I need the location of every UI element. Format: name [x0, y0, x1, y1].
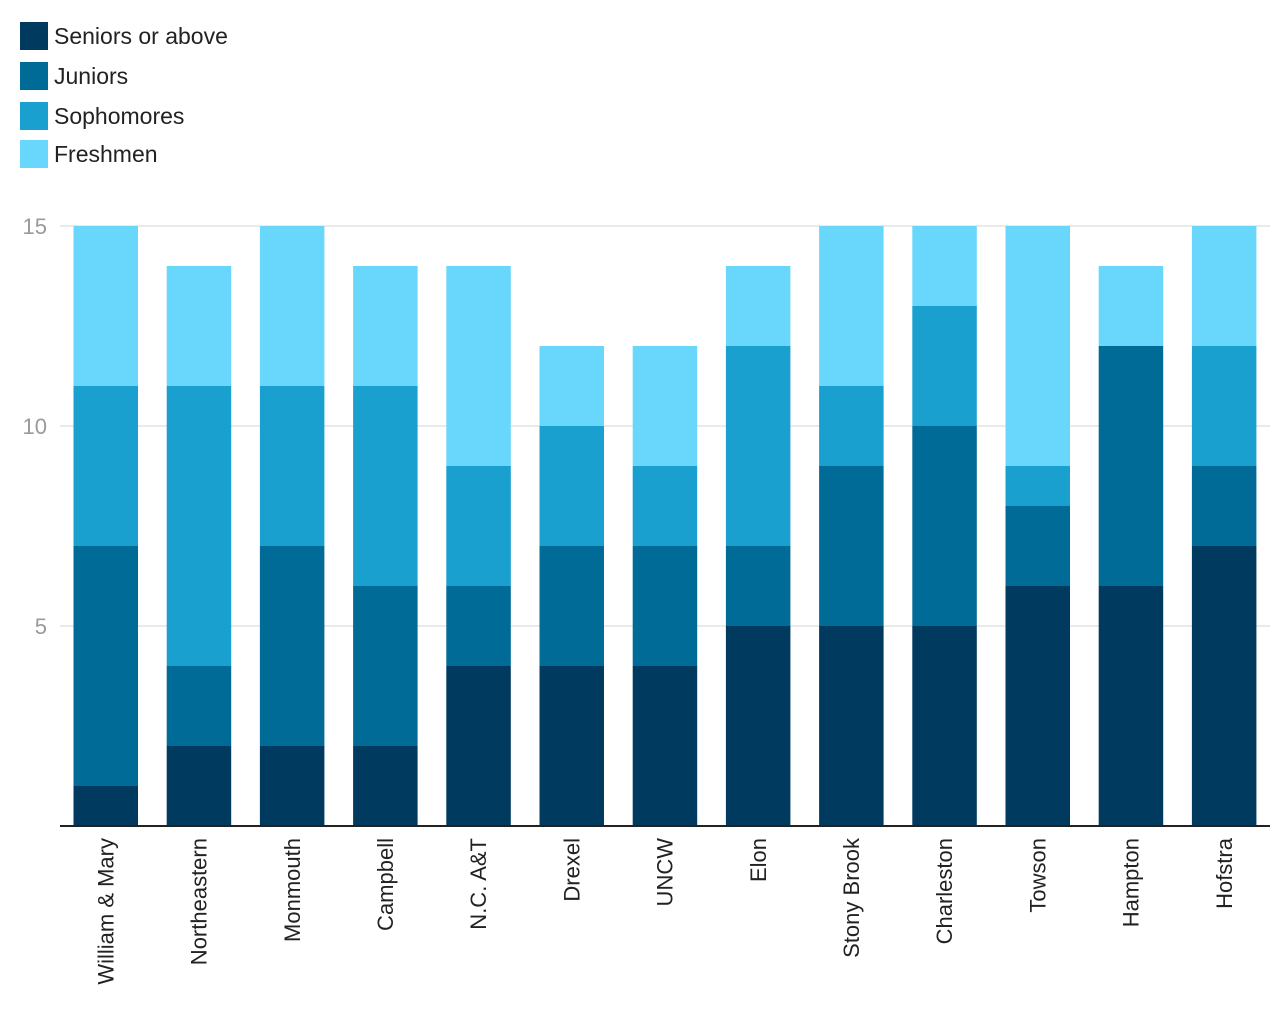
bar-stack-uncw: [632, 346, 698, 826]
legend-swatch-seniors-or-above: [20, 22, 48, 50]
bar-n-c-a-t-sophomores: [446, 466, 511, 586]
bar-campbell-sophomores: [353, 386, 418, 586]
legend-label-seniors-or-above: Seniors or above: [54, 23, 228, 49]
bar-uncw-sophomores: [632, 466, 698, 546]
legend-label-freshmen: Freshmen: [54, 141, 158, 167]
bar-monmouth-juniors: [259, 546, 325, 746]
bar-campbell-juniors: [353, 586, 418, 746]
x-tick-label-drexel: Drexel: [559, 838, 584, 902]
bar-drexel-sophomores: [539, 426, 604, 546]
bar-hampton-seniors-or-above: [1098, 586, 1164, 826]
x-tick-label-elon: Elon: [746, 838, 771, 882]
bar-hampton-freshmen: [1098, 266, 1164, 346]
x-tick-label-campbell: Campbell: [373, 838, 398, 931]
bar-monmouth-seniors-or-above: [259, 746, 325, 826]
bar-william-mary-sophomores: [73, 386, 138, 546]
bar-elon-juniors: [725, 546, 791, 626]
bar-hofstra-seniors-or-above: [1191, 546, 1257, 826]
bar-stack-monmouth: [259, 226, 325, 826]
bar-northeastern-sophomores: [166, 386, 232, 666]
bar-charleston-freshmen: [912, 226, 977, 306]
bar-n-c-a-t-seniors-or-above: [446, 666, 511, 826]
bar-uncw-seniors-or-above: [632, 666, 698, 826]
bar-n-c-a-t-freshmen: [446, 266, 511, 466]
x-tick-labels: William & Mary Northeastern Monmouth Campbe…: [93, 837, 1236, 985]
bar-charleston-juniors: [912, 426, 977, 626]
bar-charleston-sophomores: [912, 306, 977, 426]
x-tick-label-northeastern: Northeastern: [187, 838, 212, 965]
bar-stack-hampton: [1098, 266, 1164, 826]
bar-northeastern-freshmen: [166, 266, 232, 386]
bar-drexel-juniors: [539, 546, 604, 666]
bar-stack-hofstra: [1191, 226, 1257, 826]
bar-northeastern-juniors: [166, 666, 232, 746]
bars: [73, 226, 1257, 826]
x-tick-label-stony-brook: Stony Brook: [839, 837, 864, 958]
legend-label-juniors: Juniors: [54, 63, 128, 89]
bar-hampton-juniors: [1098, 346, 1164, 586]
bar-northeastern-seniors-or-above: [166, 746, 232, 826]
bar-stack-william-mary: [73, 226, 138, 826]
x-tick-label-towson: Towson: [1025, 838, 1050, 913]
bar-elon-seniors-or-above: [725, 626, 791, 826]
y-tick-label-10: 10: [23, 414, 47, 439]
legend-item-seniors-or-above: Seniors or above: [20, 22, 228, 50]
legend-label-sophomores: Sophomores: [54, 103, 184, 129]
bar-william-mary-freshmen: [73, 226, 138, 386]
legend-item-sophomores: Sophomores: [20, 102, 184, 130]
legend-swatch-sophomores: [20, 102, 48, 130]
bar-uncw-freshmen: [632, 346, 698, 466]
bar-campbell-seniors-or-above: [353, 746, 418, 826]
bar-william-mary-seniors-or-above: [73, 786, 138, 826]
bar-drexel-freshmen: [539, 346, 604, 426]
legend: Seniors or above Juniors Sophomores Freshme…: [20, 22, 228, 168]
bar-elon-sophomores: [725, 346, 791, 546]
bar-hofstra-sophomores: [1191, 346, 1257, 466]
bar-charleston-seniors-or-above: [912, 626, 977, 826]
legend-swatch-juniors: [20, 62, 48, 90]
bar-stony-brook-juniors: [819, 466, 884, 626]
bar-stony-brook-seniors-or-above: [819, 626, 884, 826]
bar-hofstra-juniors: [1191, 466, 1257, 546]
bar-stack-campbell: [353, 266, 418, 826]
legend-item-freshmen: Freshmen: [20, 140, 158, 168]
bar-stack-stony-brook: [819, 226, 884, 826]
bar-stack-northeastern: [166, 266, 232, 826]
x-tick-label-charleston: Charleston: [932, 838, 957, 944]
bar-towson-juniors: [1005, 506, 1070, 586]
bar-monmouth-freshmen: [259, 226, 325, 386]
bar-stack-towson: [1005, 226, 1070, 826]
bar-towson-sophomores: [1005, 466, 1070, 506]
bar-drexel-seniors-or-above: [539, 666, 604, 826]
bar-towson-freshmen: [1005, 226, 1070, 466]
bar-monmouth-sophomores: [259, 386, 325, 546]
bar-uncw-juniors: [632, 546, 698, 666]
legend-swatch-freshmen: [20, 140, 48, 168]
y-tick-label-15: 15: [23, 214, 47, 239]
x-tick-label-uncw: UNCW: [653, 838, 678, 907]
bar-towson-seniors-or-above: [1005, 586, 1070, 826]
bar-stack-drexel: [539, 346, 604, 826]
bar-stack-charleston: [912, 226, 977, 826]
bar-elon-freshmen: [725, 266, 791, 346]
bar-stack-elon: [725, 266, 791, 826]
x-tick-label-n-c-a-t: N.C. A&T: [466, 838, 491, 930]
x-tick-label-hofstra: Hofstra: [1212, 837, 1237, 909]
x-tick-label-william-mary: William & Mary: [93, 838, 118, 985]
x-tick-label-monmouth: Monmouth: [280, 838, 305, 942]
bar-n-c-a-t-juniors: [446, 586, 511, 666]
bar-hofstra-freshmen: [1191, 226, 1257, 346]
bar-stony-brook-freshmen: [819, 226, 884, 386]
bar-stony-brook-sophomores: [819, 386, 884, 466]
legend-item-juniors: Juniors: [20, 62, 128, 90]
y-tick-label-5: 5: [35, 614, 47, 639]
bar-stack-n-c-a-t: [446, 266, 511, 826]
x-tick-label-hampton: Hampton: [1119, 838, 1144, 927]
bar-campbell-freshmen: [353, 266, 418, 386]
bar-william-mary-juniors: [73, 546, 138, 786]
